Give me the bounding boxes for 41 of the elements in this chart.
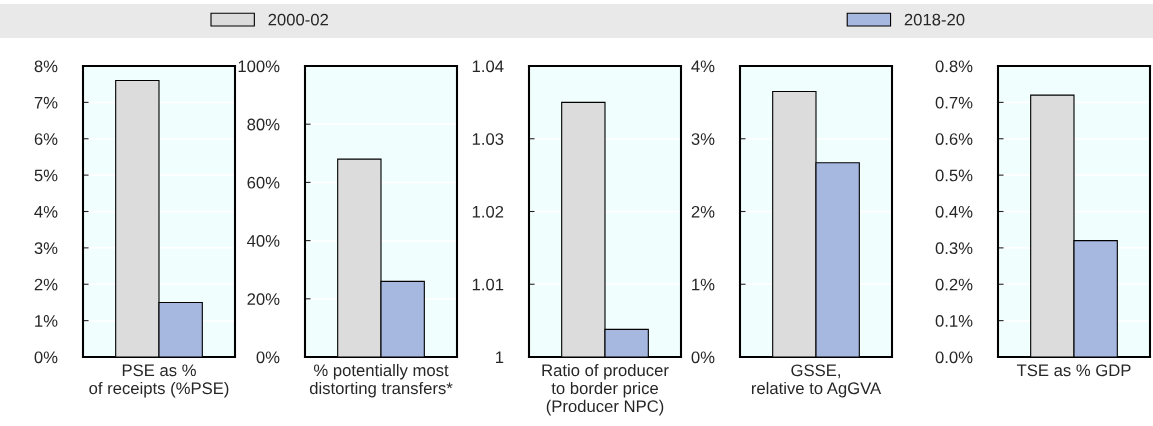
y-tick-label: 6% [34, 133, 58, 145]
y-tick-label: 2% [691, 205, 715, 218]
y-tick-label: 8% [34, 60, 58, 73]
legend-label: 2000-02 [268, 13, 329, 26]
y-tick-label: 0.4% [935, 205, 973, 218]
y-tick-label: 100% [238, 60, 280, 73]
y-tick-label: 0.7% [935, 96, 973, 109]
y-tick-label: 0.0% [935, 351, 973, 364]
y-tick-label: 4% [34, 205, 58, 218]
y-tick-label: 80% [247, 118, 280, 131]
x-tick-label: % potentially most distorting transfers* [309, 363, 453, 398]
y-tick-label: 1% [35, 315, 58, 327]
x-tick-label: Ratio of producer to border price (Producer NPC) [542, 363, 669, 416]
y-tick-label: 1% [692, 278, 715, 291]
y-tick-label: 20% [247, 293, 280, 305]
y-tick-label: 0% [34, 351, 58, 364]
y-tick-label: 0% [256, 351, 280, 364]
y-tick-label: 4% [691, 60, 715, 73]
y-tick-label: 0.3% [935, 242, 973, 255]
y-tick-label: 1.04 [472, 60, 504, 73]
y-tick-label: 0.1% [935, 315, 973, 327]
y-tick-label: 0.2% [935, 278, 973, 291]
y-tick-label: 0.6% [935, 133, 973, 145]
legend-label: 2018-20 [904, 13, 965, 26]
y-tick-label: 3% [691, 133, 715, 145]
x-tick-label: GSSE, relative to AgGVA [751, 364, 882, 398]
y-tick-label: 2% [34, 278, 58, 291]
y-tick-label: 1.03 [472, 133, 504, 145]
y-tick-label: 3% [34, 242, 58, 255]
y-tick-label: 40% [247, 235, 280, 247]
y-tick-label: 60% [247, 176, 280, 189]
y-tick-label: 0.8% [935, 60, 973, 73]
y-tick-label: 0% [691, 351, 715, 364]
x-tick-label: PSE as % of receipts (%PSE) [89, 364, 229, 398]
x-tick-label: TSE as % GDP [1016, 364, 1131, 377]
y-tick-label: 1.01 [472, 278, 504, 291]
y-tick-label: 7% [34, 96, 58, 109]
y-tick-label: 1 [496, 351, 504, 364]
y-tick-label: 1.02 [472, 205, 504, 218]
y-tick-label: 5% [34, 169, 58, 182]
y-tick-label: 0.5% [935, 169, 973, 182]
